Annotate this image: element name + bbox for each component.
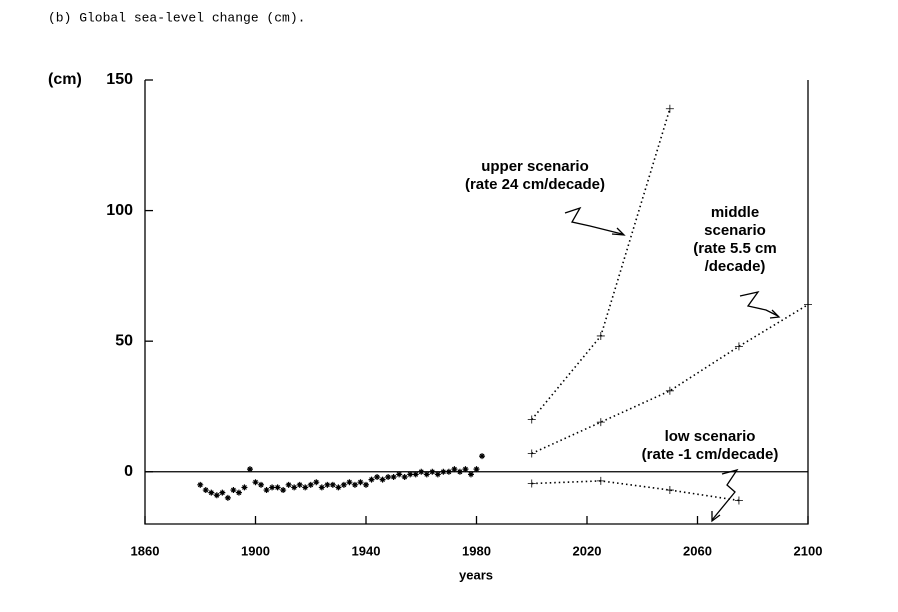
annotation: middle bbox=[711, 204, 759, 221]
x-tick-label: 1980 bbox=[462, 543, 491, 558]
data-point bbox=[407, 471, 414, 478]
data-point bbox=[467, 471, 474, 478]
data-point bbox=[401, 473, 408, 480]
data-point bbox=[429, 468, 436, 475]
annotation: (rate 5.5 cm bbox=[693, 240, 776, 257]
data-point bbox=[340, 481, 347, 488]
scenario-line bbox=[531, 108, 671, 421]
scenario-point bbox=[596, 418, 605, 427]
data-point bbox=[385, 473, 392, 480]
y-tick-label: 50 bbox=[115, 332, 133, 349]
scenario-line bbox=[531, 303, 808, 455]
x-tick-label: 1900 bbox=[241, 543, 270, 558]
y-axis-label: (cm) bbox=[48, 71, 82, 88]
data-point bbox=[202, 487, 209, 494]
scenario-point bbox=[734, 342, 743, 351]
chart-title: (b) Global sea-level change (cm). bbox=[48, 10, 305, 25]
data-point bbox=[456, 468, 463, 475]
data-point bbox=[224, 494, 231, 501]
data-point bbox=[451, 466, 458, 473]
y-tick-label: 0 bbox=[124, 463, 133, 480]
scenario-point bbox=[596, 331, 605, 340]
data-point bbox=[208, 489, 215, 496]
data-point bbox=[335, 484, 342, 491]
data-point bbox=[363, 481, 369, 488]
data-point bbox=[479, 453, 486, 460]
data-point bbox=[263, 487, 270, 494]
data-point bbox=[269, 484, 276, 491]
data-point bbox=[274, 484, 281, 491]
annotation: upper scenario bbox=[481, 158, 589, 175]
data-point bbox=[346, 479, 353, 486]
data-point bbox=[396, 471, 403, 478]
x-tick-label: 2100 bbox=[794, 543, 823, 558]
arrow-head bbox=[711, 511, 721, 523]
arrow-head bbox=[611, 227, 626, 236]
data-point bbox=[329, 481, 336, 488]
arrow bbox=[564, 206, 623, 235]
data-point bbox=[219, 489, 226, 496]
data-point bbox=[258, 481, 265, 488]
data-point bbox=[412, 471, 419, 478]
data-point bbox=[291, 484, 298, 491]
arrow-head bbox=[769, 309, 781, 319]
scenario-point bbox=[665, 486, 674, 495]
scenario-point bbox=[665, 104, 674, 113]
data-point bbox=[379, 476, 386, 483]
scenario-point bbox=[804, 300, 812, 309]
scenario-line bbox=[531, 480, 740, 502]
data-point bbox=[473, 466, 480, 473]
scenario-point bbox=[527, 449, 536, 458]
x-tick-label: 2020 bbox=[573, 543, 602, 558]
data-point bbox=[445, 468, 452, 475]
scenario-point bbox=[527, 415, 536, 424]
x-tick-label: 1940 bbox=[352, 543, 381, 558]
annotation: low scenario bbox=[665, 428, 756, 445]
data-point bbox=[374, 473, 381, 480]
annotation: scenario bbox=[704, 222, 766, 239]
data-point bbox=[357, 479, 364, 486]
data-point bbox=[434, 471, 441, 478]
annotation: (rate 24 cm/decade) bbox=[465, 176, 605, 193]
annotation: (rate -1 cm/decade) bbox=[642, 446, 779, 463]
data-point bbox=[324, 481, 331, 488]
data-point bbox=[213, 492, 220, 499]
data-point bbox=[423, 471, 430, 478]
scenario-point bbox=[596, 476, 605, 485]
arrow bbox=[739, 290, 779, 317]
x-tick-label: 1860 bbox=[131, 543, 160, 558]
data-point bbox=[390, 473, 397, 480]
data-point bbox=[368, 476, 375, 483]
arrow bbox=[711, 468, 739, 521]
data-point bbox=[302, 484, 309, 491]
annotation: /decade) bbox=[705, 258, 766, 275]
scenario-point bbox=[734, 496, 743, 505]
data-point bbox=[285, 481, 292, 488]
data-point bbox=[235, 489, 242, 496]
data-point bbox=[307, 481, 314, 488]
data-point bbox=[462, 466, 469, 473]
data-point bbox=[252, 479, 259, 486]
data-point bbox=[351, 481, 358, 488]
scenario-point bbox=[665, 386, 674, 395]
data-point bbox=[230, 487, 237, 494]
data-point bbox=[280, 487, 287, 494]
y-tick-label: 100 bbox=[106, 202, 133, 219]
data-point bbox=[197, 481, 204, 488]
data-point bbox=[418, 468, 425, 475]
data-point bbox=[318, 484, 325, 491]
data-point bbox=[313, 479, 320, 486]
data-point bbox=[440, 468, 447, 475]
scenario-point bbox=[527, 479, 536, 488]
x-axis-label: years bbox=[459, 567, 493, 582]
y-tick-label: 150 bbox=[106, 71, 133, 88]
data-point bbox=[246, 466, 253, 473]
x-tick-label: 2060 bbox=[683, 543, 712, 558]
data-point bbox=[296, 481, 303, 488]
data-point bbox=[241, 484, 248, 491]
